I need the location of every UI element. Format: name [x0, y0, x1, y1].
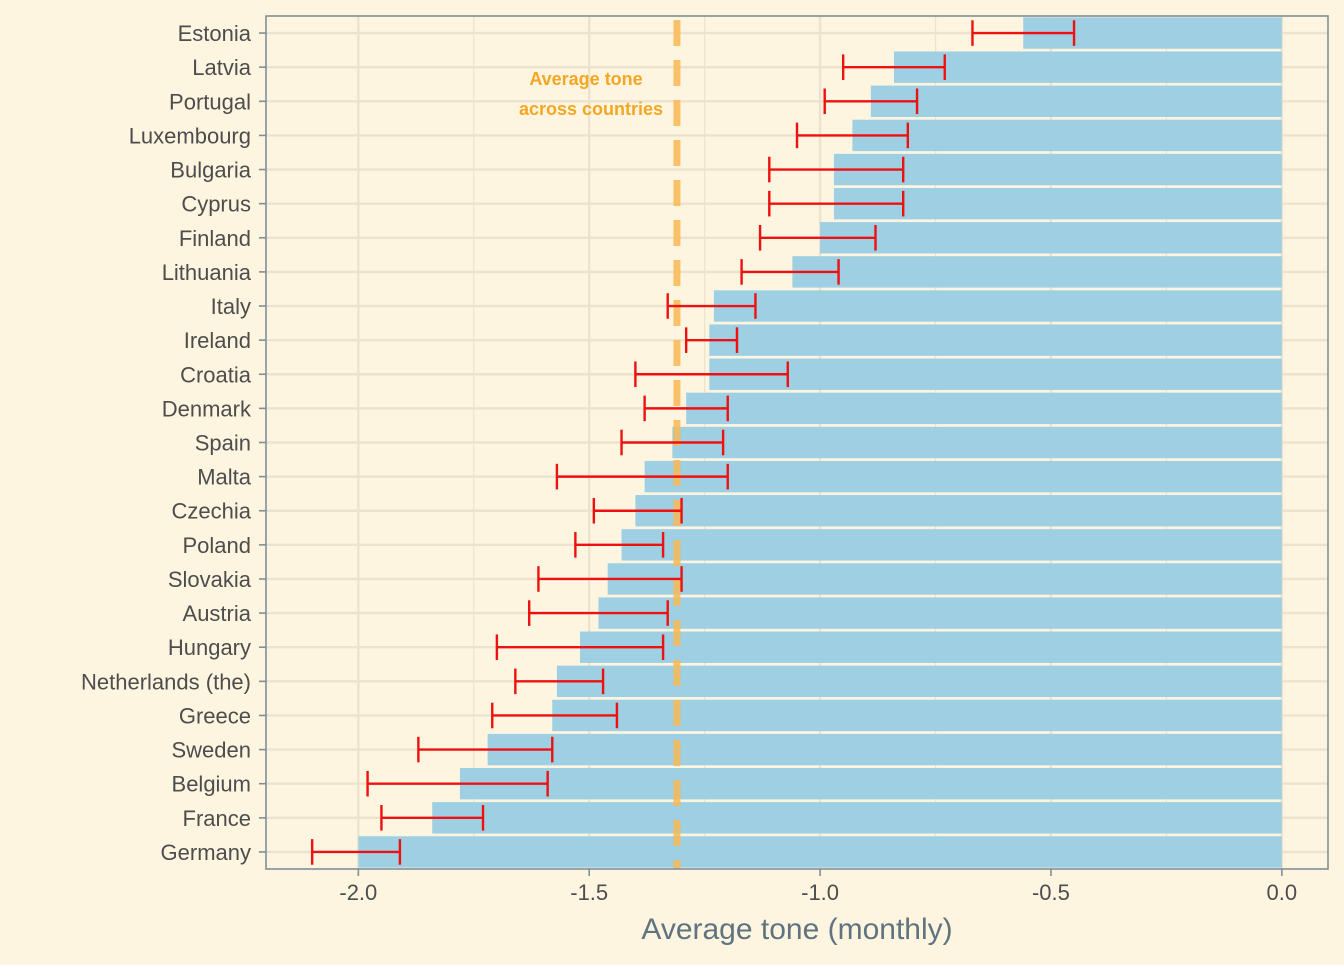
- error-bar: [971, 20, 1076, 46]
- error-bar: [537, 566, 683, 592]
- y-tick-label: Luxembourg: [129, 123, 251, 148]
- y-tick-label: Italy: [211, 294, 251, 319]
- x-axis: -2.0 -1.5 -1.0 -0.5 0.0: [339, 869, 1297, 905]
- error-bar: [555, 463, 729, 490]
- bar-hungary: [579, 631, 1282, 663]
- x-tick-label: 0.0: [1267, 880, 1298, 905]
- bar-latvia: [893, 51, 1282, 83]
- y-tick-label: Poland: [182, 533, 251, 558]
- y-tick-label: Finland: [179, 226, 251, 251]
- reference-annotation-line-1: Average tone: [529, 69, 642, 89]
- y-tick-label: Bulgaria: [170, 158, 251, 183]
- bar-finland: [820, 222, 1282, 254]
- error-bar: [740, 259, 840, 285]
- y-tick-label: Austria: [183, 601, 252, 626]
- bar-greece: [552, 699, 1282, 732]
- y-tick-label: Latvia: [192, 55, 251, 80]
- error-bar: [666, 293, 757, 319]
- y-tick-label: Lithuania: [162, 260, 252, 285]
- error-bar: [634, 361, 789, 388]
- y-tick-label: Malta: [197, 465, 252, 490]
- error-bar: [574, 532, 665, 558]
- bar-bulgaria: [833, 153, 1282, 186]
- bar-italy: [713, 290, 1282, 322]
- y-tick-label: Spain: [195, 431, 251, 456]
- error-bar: [592, 497, 683, 524]
- error-bar: [514, 668, 605, 695]
- y-tick-label: Cyprus: [181, 192, 251, 217]
- y-tick-label: Sweden: [171, 738, 251, 763]
- bar-luxembourg: [852, 119, 1282, 152]
- bar-belgium: [459, 768, 1282, 800]
- y-tick-label: Slovakia: [168, 567, 252, 592]
- x-tick-label: -2.0: [339, 880, 377, 905]
- y-tick-label: Denmark: [162, 396, 252, 421]
- y-tick-label: Estonia: [178, 21, 252, 46]
- bar-lithuania: [792, 256, 1282, 288]
- bar-slovakia: [607, 563, 1282, 595]
- error-bar: [417, 736, 554, 763]
- x-tick-label: -1.0: [801, 880, 839, 905]
- y-tick-label: Greece: [179, 703, 251, 728]
- reference-annotation: Average tone across countries: [519, 69, 663, 119]
- y-tick-label: Belgium: [172, 772, 251, 797]
- bar-germany: [358, 836, 1282, 868]
- bar-cyprus: [833, 187, 1282, 220]
- error-bar: [527, 600, 669, 626]
- error-bar: [620, 429, 725, 456]
- y-tick-label: France: [183, 806, 251, 831]
- bar-france: [432, 802, 1282, 834]
- bar-croatia: [709, 358, 1282, 390]
- error-bar: [684, 327, 739, 353]
- bar-malta: [644, 460, 1282, 493]
- bar-denmark: [686, 392, 1282, 425]
- y-tick-label: Hungary: [168, 635, 251, 660]
- x-axis-label: Average tone (monthly): [641, 913, 952, 946]
- y-axis: Estonia Latvia Portugal Luxembourg Bulgaria C…: [81, 21, 266, 865]
- error-bar: [495, 634, 665, 661]
- error-bar: [366, 770, 549, 797]
- bar-ireland: [709, 324, 1282, 356]
- x-tick-label: -0.5: [1032, 880, 1070, 905]
- error-bar: [491, 702, 619, 729]
- bar-austria: [598, 597, 1282, 629]
- y-tick-label: Croatia: [180, 362, 252, 387]
- bar-netherlands-the: [556, 665, 1282, 698]
- error-bar: [795, 122, 910, 149]
- y-tick-label: Germany: [161, 840, 251, 865]
- bar-sweden: [487, 733, 1282, 766]
- y-tick-label: Ireland: [184, 328, 251, 353]
- error-bar: [768, 156, 905, 183]
- error-bar: [823, 88, 919, 115]
- error-bar: [380, 805, 485, 831]
- x-tick-label: -1.5: [570, 880, 608, 905]
- error-bar: [758, 224, 877, 251]
- error-bar: [768, 190, 905, 217]
- error-bar: [841, 54, 946, 80]
- reference-annotation-line-2: across countries: [519, 99, 663, 119]
- y-tick-label: Portugal: [169, 89, 251, 114]
- y-tick-label: Czechia: [172, 499, 252, 524]
- error-bar: [643, 395, 729, 422]
- y-tick-label: Netherlands (the): [81, 669, 251, 694]
- error-bar: [310, 839, 402, 865]
- bar-czechia: [635, 495, 1282, 527]
- bar-poland: [621, 529, 1282, 561]
- error-bars: [310, 20, 1076, 865]
- bar-portugal: [870, 85, 1282, 117]
- bar-spain: [672, 426, 1282, 459]
